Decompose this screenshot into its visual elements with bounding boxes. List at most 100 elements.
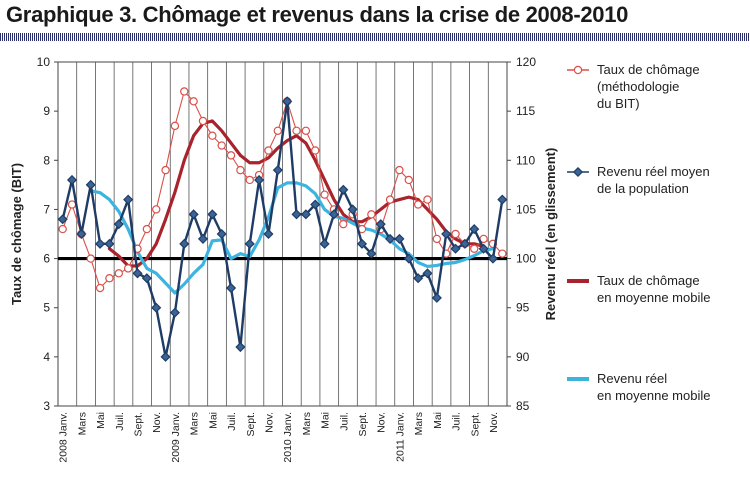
data-point-diamond (497, 194, 508, 205)
data-point-circle (413, 200, 423, 209)
data-point-circle (273, 126, 283, 136)
data-point-diamond (244, 238, 255, 249)
y-left-tick-label: 6 (43, 252, 50, 266)
x-tick-label: Mai (320, 412, 332, 429)
data-point-circle (86, 254, 95, 263)
legend-entry-1: Revenu réel moyen de la population (567, 164, 710, 196)
y-left-tick-label: 7 (43, 202, 50, 216)
data-point-diamond (328, 209, 339, 220)
y-right-tick-label: 95 (516, 301, 530, 315)
data-point-diamond (422, 268, 433, 279)
series-line (89, 181, 495, 295)
legend-label: (méthodologie (597, 79, 679, 94)
data-point-diamond (57, 214, 68, 225)
data-point-diamond (226, 283, 237, 294)
data-point-diamond (487, 253, 499, 264)
data-point-diamond (263, 228, 274, 240)
x-tick-label: Mars (301, 412, 313, 435)
series-1 (57, 96, 508, 362)
x-tick-label: Mai (432, 412, 444, 429)
data-point-diamond (469, 224, 480, 235)
data-point-circle (264, 146, 273, 155)
data-point-diamond (95, 238, 106, 249)
data-point-diamond (282, 96, 293, 107)
x-tick-label: Nov. (263, 412, 275, 433)
data-point-diamond (104, 238, 115, 249)
legend-label: de la population (597, 181, 689, 196)
legend-marker-circle (573, 65, 583, 75)
y-right-tick-label: 90 (516, 350, 530, 364)
data-point-circle (161, 165, 170, 175)
data-point-circle (208, 131, 217, 140)
data-point-diamond (310, 199, 321, 210)
data-point-diamond (272, 165, 283, 176)
data-point-diamond (291, 209, 302, 220)
x-tick-label: Juil. (338, 412, 350, 431)
data-point-circle (320, 190, 329, 199)
y-right-tick-label: 115 (516, 104, 535, 118)
y-left-tick-label: 9 (43, 104, 50, 118)
y-right-tick-label: 85 (516, 399, 530, 413)
chart-title: Graphique 3. Chômage et revenus dans la … (6, 2, 629, 27)
data-point-circle (498, 249, 507, 258)
data-point-diamond (394, 233, 405, 244)
data-point-diamond (132, 268, 143, 279)
data-point-circle (236, 165, 245, 175)
data-point-circle (385, 195, 395, 204)
data-point-diamond (160, 351, 171, 362)
y-left-tick-label: 8 (43, 153, 50, 167)
y-axis-left-title: Taux de chômage (BIT) (9, 163, 24, 305)
data-point-diamond (85, 179, 96, 190)
data-point-circle (301, 126, 311, 136)
data-point-diamond (113, 219, 124, 230)
data-point-diamond (169, 307, 180, 318)
data-point-circle (292, 126, 301, 136)
data-point-circle (95, 283, 105, 293)
data-point-diamond (254, 174, 265, 185)
legend-label: en moyenne mobile (597, 388, 710, 403)
title-rule (0, 33, 750, 41)
data-point-circle (67, 200, 77, 209)
data-point-circle (189, 97, 198, 106)
data-point-circle (395, 165, 404, 175)
data-point-circle (123, 264, 133, 273)
data-point-circle (432, 234, 442, 244)
x-tick-label: 2011 Janv. (394, 412, 406, 462)
x-tick-label: Sept. (245, 412, 257, 437)
x-tick-label: Mars (189, 412, 201, 435)
x-tick-label: Juil. (114, 412, 126, 431)
legend-marker-diamond (572, 166, 584, 178)
data-point-circle (58, 224, 67, 234)
data-point-circle (311, 146, 320, 155)
data-point-diamond (300, 209, 311, 220)
data-point-diamond (450, 243, 461, 254)
x-tick-label: 2009 Janv. (170, 412, 182, 463)
data-point-diamond (385, 233, 396, 244)
y-right-tick-label: 120 (516, 55, 536, 69)
legend-label: Taux de chômage (597, 273, 700, 288)
legend-label: du BIT) (597, 96, 640, 111)
data-point-diamond (76, 228, 87, 240)
data-point-diamond (151, 302, 162, 313)
data-point-diamond (338, 184, 349, 195)
data-point-diamond (216, 228, 227, 240)
data-point-circle (423, 195, 432, 204)
data-point-circle (180, 87, 189, 96)
x-tick-label: 2010 Janv. (282, 412, 294, 463)
data-point-diamond (235, 341, 246, 353)
data-point-diamond (375, 219, 386, 230)
legend-entry-2: Taux de chômage en moyenne mobile (567, 273, 710, 305)
data-point-diamond (197, 233, 209, 244)
data-point-diamond (413, 273, 424, 284)
data-point-circle (339, 219, 348, 229)
data-point-diamond (141, 273, 152, 284)
legend-label: Taux de chômage (597, 62, 700, 77)
data-point-circle (404, 175, 413, 185)
legend-label: Revenu réel (597, 371, 667, 386)
axes: 3 4 5 6 7 8 9 10 85 90 95 100 105 110 115 120 2008 Janv.… (37, 55, 537, 463)
data-point-diamond (319, 238, 330, 249)
data-point-diamond (403, 253, 414, 264)
data-point-diamond (66, 174, 78, 185)
data-point-diamond (188, 209, 199, 220)
legend-entry-3: Revenu réel en moyenne mobile (567, 371, 710, 403)
